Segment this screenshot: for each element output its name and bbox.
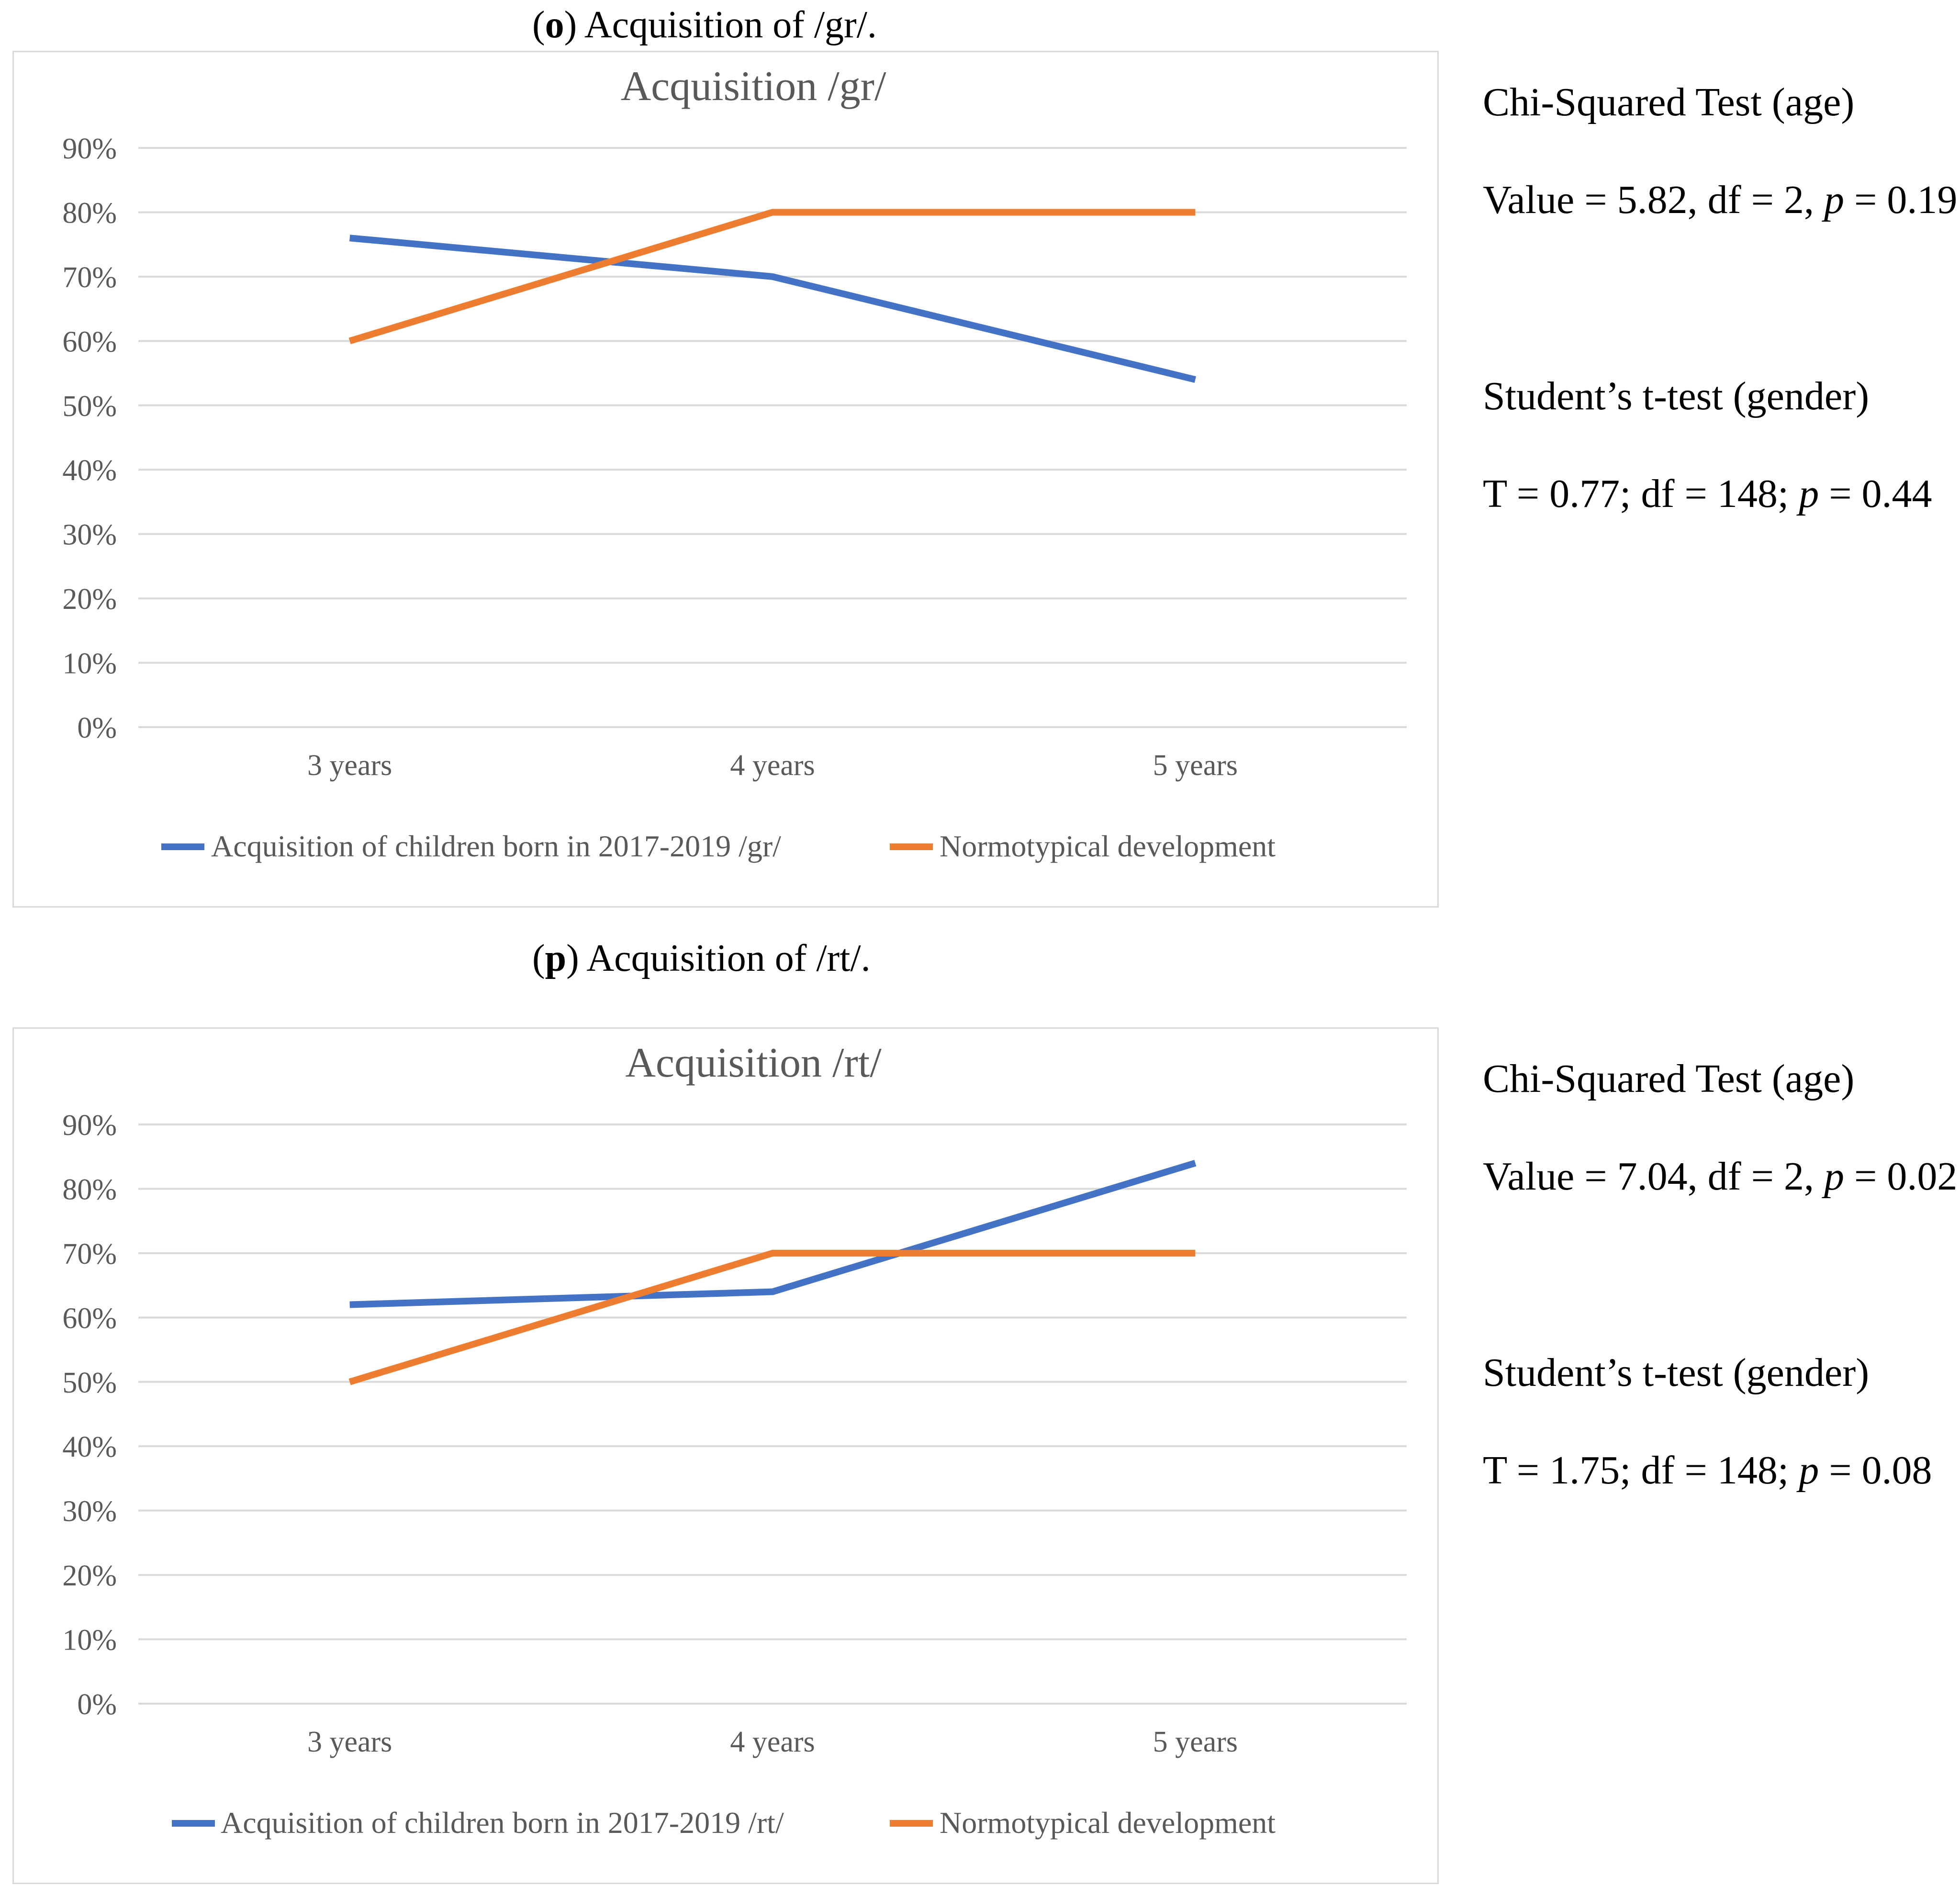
x-tick-label: 5 years <box>1153 1726 1238 1758</box>
stats-o-chi-p: p <box>1824 178 1844 222</box>
panel-o-caption: (o) Acquisition of /gr/. <box>532 4 877 46</box>
stats-o-chi-suffix: = 0.19 <box>1844 178 1958 222</box>
chart-p: Acquisition /rt/0% 10% 20% 30% 40% 50% 60% 70% 8… <box>62 1040 1407 1840</box>
y-tick-label: 80% <box>62 197 117 229</box>
stats-p-t-p: p <box>1799 1448 1819 1493</box>
legend-label: Normotypical development <box>940 829 1276 863</box>
stats-o-t-value: T = 0.77; df = 148; p = 0.44 <box>1483 474 1932 514</box>
series-line-acquisition <box>349 1159 1197 1308</box>
y-tick-label: 50% <box>62 390 117 423</box>
panel-o-caption-text: Acquisition of /gr/. <box>577 4 877 46</box>
y-tick-label: 40% <box>62 1431 117 1463</box>
stats-o-t-suffix: = 0.44 <box>1819 472 1932 516</box>
stats-o-t-prefix: T = 0.77; df = 148; <box>1483 472 1799 516</box>
stats-p-t-value: T = 1.75; df = 148; p = 0.08 <box>1483 1450 1932 1491</box>
stats-p-t-suffix: = 0.08 <box>1819 1448 1932 1493</box>
x-tick-label: 3 years <box>307 1726 392 1758</box>
y-tick-label: 0% <box>77 712 117 744</box>
chart-title: Acquisition /gr/ <box>621 63 886 110</box>
y-tick-label: 30% <box>62 519 117 551</box>
stats-p-t-title: Student’s t-test (gender) <box>1483 1350 1870 1395</box>
panel-p-caption-text: Acquisition of /rt/. <box>579 937 871 979</box>
x-tick-label: 4 years <box>730 1726 815 1758</box>
legend-label: Normotypical development <box>940 1806 1276 1840</box>
y-tick-label: 0% <box>77 1688 117 1721</box>
y-tick-label: 70% <box>62 1238 117 1270</box>
y-tick-label: 70% <box>62 261 117 294</box>
stats-o-chi-value: Value = 5.82, df = 2, p = 0.19 <box>1483 180 1957 220</box>
stats-p-chi-title: Chi-Squared Test (age) <box>1483 1056 1855 1101</box>
stats-o-chi-prefix: Value = 5.82, df = 2, <box>1483 178 1824 222</box>
panel-o-letter: o <box>545 4 564 46</box>
stats-p-chi-prefix: Value = 7.04, df = 2, <box>1483 1154 1824 1199</box>
legend-label: Acquisition of children born in 2017-201… <box>221 1806 784 1840</box>
chart-title: Acquisition /rt/ <box>625 1040 882 1086</box>
y-tick-label: 10% <box>62 1624 117 1657</box>
x-tick-label: 3 years <box>307 749 392 782</box>
y-tick-label: 60% <box>62 1302 117 1335</box>
stats-p-chi-value: Value = 7.04, df = 2, p = 0.02 <box>1483 1157 1957 1197</box>
y-tick-label: 40% <box>62 454 117 487</box>
stats-o-t-p: p <box>1799 472 1819 516</box>
stats-p-chi-suffix: = 0.02 <box>1844 1154 1958 1199</box>
y-tick-label: 50% <box>62 1367 117 1399</box>
panel-p-caption: (p) Acquisition of /rt/. <box>532 937 871 979</box>
chart-o: Acquisition /gr/0% 10% 20% 30% 40% 50% 60% 70% 8… <box>62 63 1407 863</box>
y-tick-label: 20% <box>62 583 117 616</box>
y-tick-label: 30% <box>62 1495 117 1528</box>
chart-p-frame: Acquisition /rt/0% 10% 20% 30% 40% 50% 60% 70% 8… <box>12 1027 1439 1884</box>
stats-o-t-title: Student’s t-test (gender) <box>1483 374 1870 418</box>
stats-p-chi-p: p <box>1824 1154 1844 1199</box>
panel-p-letter: p <box>545 937 567 979</box>
legend-label: Acquisition of children born in 2017-201… <box>211 829 781 863</box>
series-line-acquisition <box>349 235 1196 383</box>
y-tick-label: 90% <box>62 133 117 165</box>
stats-p-t-prefix: T = 1.75; df = 148; <box>1483 1448 1799 1493</box>
y-tick-label: 90% <box>62 1109 117 1142</box>
y-tick-label: 80% <box>62 1173 117 1206</box>
y-tick-label: 60% <box>62 326 117 358</box>
chart-o-frame: Acquisition /gr/0% 10% 20% 30% 40% 50% 60% 70% 8… <box>12 51 1439 908</box>
x-tick-label: 4 years <box>730 749 815 782</box>
x-tick-label: 5 years <box>1153 749 1238 782</box>
y-tick-label: 20% <box>62 1560 117 1592</box>
stats-o-chi-title: Chi-Squared Test (age) <box>1483 80 1855 124</box>
y-tick-label: 10% <box>62 648 117 680</box>
